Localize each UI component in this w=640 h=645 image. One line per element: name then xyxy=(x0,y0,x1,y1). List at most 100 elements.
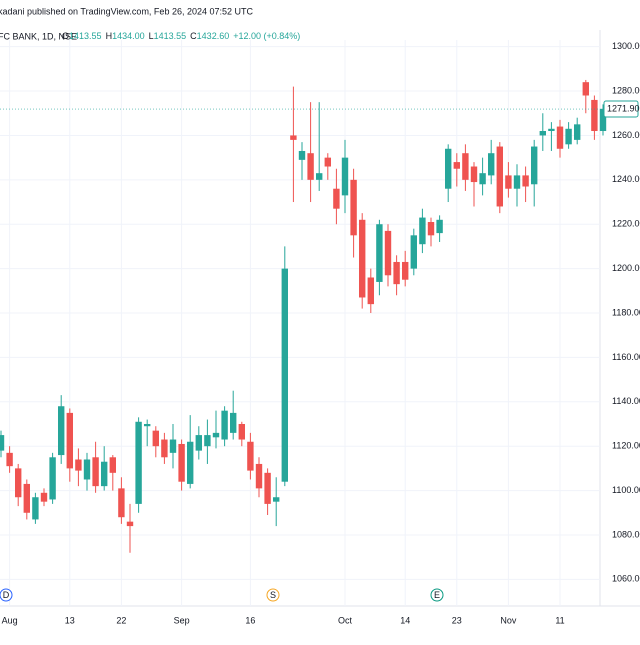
candle-body xyxy=(273,497,280,502)
candle-body xyxy=(15,468,22,498)
legend-key: C xyxy=(190,31,197,41)
candle-body xyxy=(453,162,460,169)
y-tick-label: 1300.00 xyxy=(612,41,640,51)
x-tick-label: 22 xyxy=(116,615,126,625)
candle-body xyxy=(126,521,134,527)
candle-body xyxy=(376,224,383,282)
candle-body xyxy=(247,441,254,471)
candle-body xyxy=(565,128,572,145)
candle-body xyxy=(281,268,288,482)
candle-body xyxy=(49,457,56,500)
y-tick-label: 1200.00 xyxy=(612,263,640,273)
candle-body xyxy=(436,219,443,234)
candle-body xyxy=(410,235,417,269)
y-tick-label: 1180.00 xyxy=(612,307,640,317)
candle-body xyxy=(66,412,73,469)
y-tick-label: 1080.00 xyxy=(612,529,640,539)
candle-body xyxy=(75,459,82,471)
candle-body xyxy=(367,277,374,305)
candle-body xyxy=(522,175,529,187)
candle-body xyxy=(144,423,151,427)
legend-value: 1432.60 xyxy=(197,31,230,41)
candle-body xyxy=(109,457,116,473)
last-price-label: 1271.90 xyxy=(607,103,640,113)
candle-body xyxy=(161,439,168,458)
x-tick-label: 23 xyxy=(452,615,462,625)
candle-body xyxy=(307,153,314,180)
y-tick-label: 1260.00 xyxy=(612,130,640,140)
candle-body xyxy=(238,423,245,440)
x-tick-label: Oct xyxy=(338,615,353,625)
y-tick-label: 1240.00 xyxy=(612,174,640,184)
candle-body xyxy=(255,463,263,489)
legend-value: 1434.00 xyxy=(112,31,145,41)
event-marker xyxy=(0,588,13,602)
candle-body xyxy=(539,131,546,136)
x-tick-label: Nov xyxy=(500,615,517,625)
x-tick-label: 13 xyxy=(65,615,75,625)
candle-body xyxy=(101,461,108,487)
candle-body xyxy=(402,261,409,280)
candle-body xyxy=(83,459,91,480)
y-tick-label: 1120.00 xyxy=(612,441,640,451)
candle-body xyxy=(479,173,486,185)
last-price-box xyxy=(603,100,639,118)
candle-body xyxy=(488,153,495,176)
y-tick-label: 1060.00 xyxy=(612,574,640,584)
legend-key: H xyxy=(106,31,113,41)
legend-value: 1413.55 xyxy=(69,31,102,41)
legend-change: +12.00 (+0.84%) xyxy=(233,31,300,41)
y-tick-label: 1280.00 xyxy=(612,85,640,95)
chart-title: FC BANK, 1D, NSE xyxy=(0,31,77,41)
legend-value: 1413.55 xyxy=(154,31,187,41)
event-label: S xyxy=(270,590,276,600)
candle-body xyxy=(212,432,220,438)
candle-body xyxy=(230,412,237,433)
x-tick-label: 16 xyxy=(245,615,255,625)
candle-body xyxy=(195,435,202,451)
candle-body xyxy=(0,435,5,451)
candle-body xyxy=(496,146,503,207)
ohlc-legend: O1413.55 H1434.00 L1413.55 C1432.60 +12.00 (… xyxy=(62,31,300,41)
candle-body xyxy=(6,452,13,467)
candle-body xyxy=(290,135,297,140)
candle-body xyxy=(178,443,185,482)
candle-body xyxy=(384,230,392,276)
candle-body xyxy=(187,441,194,484)
candle-body xyxy=(582,82,589,96)
event-label: D xyxy=(3,590,10,600)
candle-body xyxy=(574,124,581,140)
candle-body xyxy=(341,157,349,196)
candle-body xyxy=(350,179,357,236)
candle-body xyxy=(118,488,125,518)
candle-body xyxy=(221,410,228,440)
y-tick-label: 1220.00 xyxy=(612,219,640,229)
candle-body xyxy=(40,492,48,502)
candle-body xyxy=(427,222,435,236)
event-marker xyxy=(266,588,280,602)
y-tick-label: 1160.00 xyxy=(612,352,640,362)
candle-body xyxy=(169,439,177,453)
publish-note: kadani published on TradingView.com, Feb… xyxy=(0,6,253,16)
x-tick-label: 11 xyxy=(555,615,564,625)
candle-body xyxy=(298,150,306,160)
x-tick-label: 14 xyxy=(400,615,410,625)
candle-body xyxy=(58,406,65,456)
candle-body xyxy=(556,126,564,149)
candle-body xyxy=(92,457,99,487)
candle-body xyxy=(204,435,211,447)
candle-body xyxy=(23,483,30,513)
legend-key: O xyxy=(62,31,69,41)
candle-body xyxy=(462,153,469,180)
candle-body xyxy=(599,108,607,132)
x-tick-label: Aug xyxy=(2,615,18,625)
event-label: E xyxy=(434,590,440,600)
y-tick-label: 1100.00 xyxy=(612,485,640,495)
candle-body xyxy=(152,430,159,447)
candle-body xyxy=(316,173,323,180)
candle-body xyxy=(419,217,426,245)
legend-key: L xyxy=(149,31,154,41)
candle-body xyxy=(470,166,478,183)
candle-body xyxy=(359,219,366,298)
